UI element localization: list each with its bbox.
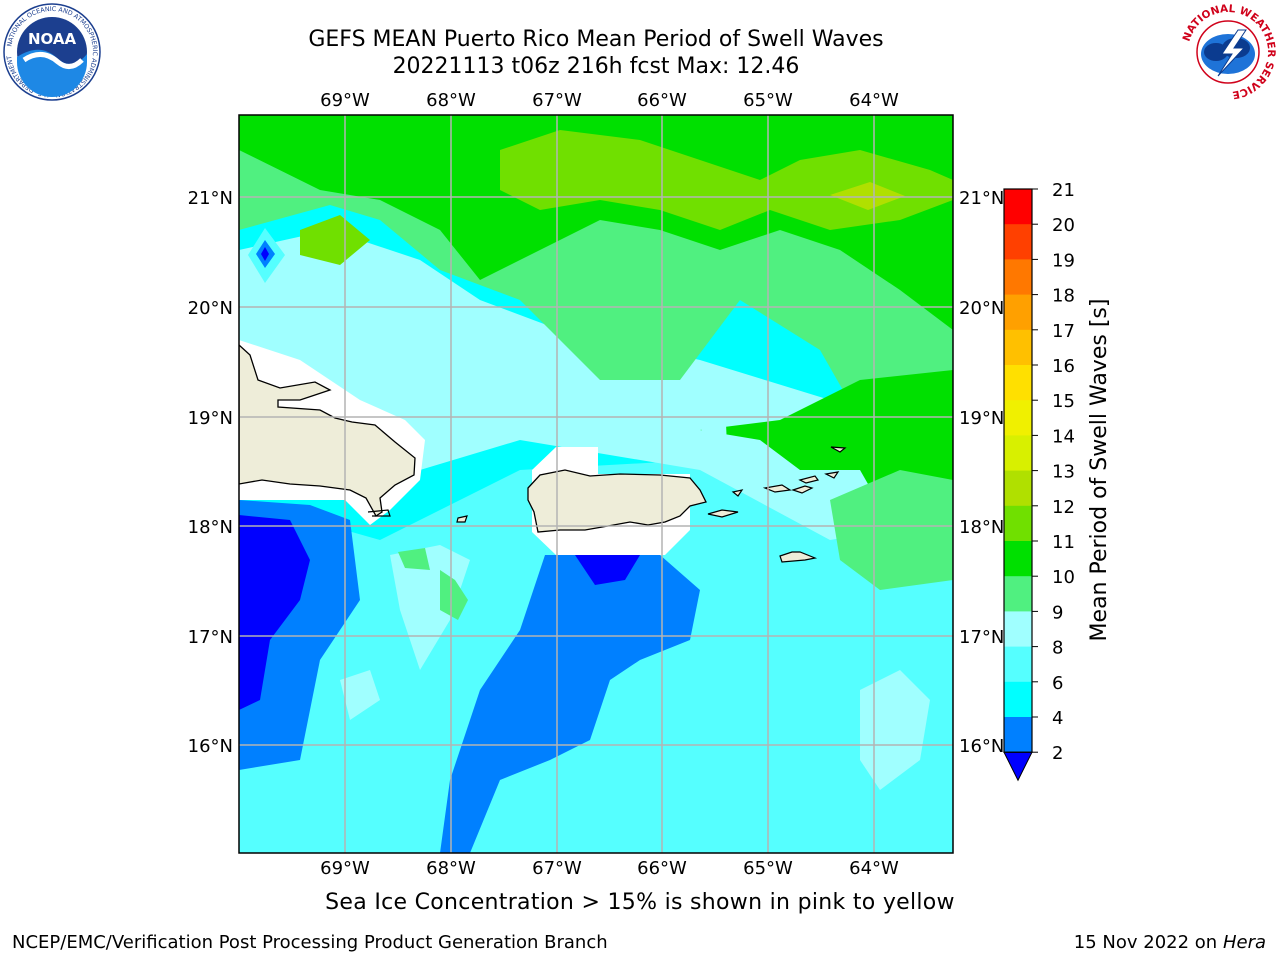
footer-host: Hera [1222,932,1266,953]
colorbar-segment [1004,576,1032,612]
lon-label-bottom: 65°W [743,858,793,879]
colorbar-tick-label: 18 [1052,286,1075,307]
colorbar-segment [1004,294,1032,331]
lon-label-top: 67°W [532,90,582,111]
colorbar-segment [1004,470,1032,507]
lat-label-right: 18°N [959,517,1004,538]
colorbar-tick-label: 11 [1052,532,1075,553]
lat-label-left: 19°N [188,408,233,429]
sea-ice-caption: Sea Ice Concentration > 15% is shown in … [325,890,955,915]
lat-label-left: 16°N [188,736,233,757]
colorbar-tick-label: 8 [1052,638,1063,659]
colorbar-tick-label: 9 [1052,602,1063,623]
colorbar-segment [1004,646,1032,683]
graticule [239,115,953,853]
lat-label-right: 16°N [959,736,1004,757]
footer-credit: NCEP/EMC/Verification Post Processing Pr… [12,932,608,953]
lat-label-right: 17°N [959,627,1004,648]
colorbar-tick-label: 20 [1052,215,1075,236]
lon-label-bottom: 66°W [637,858,687,879]
lon-label-top: 69°W [320,90,370,111]
colorbar-tick-label: 10 [1052,567,1075,588]
colorbar-label: Mean Period of Swell Waves [s] [1087,299,1112,642]
colorbar-segment [1004,611,1032,648]
lon-label-bottom: 69°W [320,858,370,879]
lon-label-top: 65°W [743,90,793,111]
map-subtitle: 20221113 t06z 216h fcst Max: 12.46 [392,54,800,79]
nws-logo: NATIONAL WEATHER SERVICE [1180,3,1277,101]
noaa-wordmark: NOAA [28,30,77,48]
colorbar-tick-label: 2 [1052,743,1063,764]
footer-date-text: 15 Nov 2022 on [1073,932,1218,953]
lon-label-bottom: 68°W [426,858,476,879]
colorbar-segment [1004,400,1032,436]
footer-date: 15 Nov 2022 on Hera [1074,932,1266,953]
colorbar-tick-label: 15 [1052,391,1075,412]
colorbar-tick-label: 19 [1052,250,1075,271]
colorbar-segment [1004,681,1032,718]
colorbar-tick-label: 4 [1052,708,1063,729]
colorbar-tick-label: 14 [1052,426,1075,447]
colorbar-segment [1004,435,1032,472]
map-frame [238,114,954,854]
colorbar-segment [1004,505,1032,542]
colorbar-segment [1004,259,1032,296]
colorbar-tick-label: 17 [1052,321,1075,342]
lat-label-left: 21°N [188,188,233,209]
lat-label-left: 17°N [188,627,233,648]
colorbar-tick-label: 16 [1052,356,1075,377]
noaa-logo: NATIONAL OCEANIC AND ATMOSPHERIC ADMINIS… [2,2,101,101]
colorbar-tick-label: 13 [1052,462,1075,483]
colorbar: 2 4 6 8 9 10 11 12 13 14 15 16 17 18 19 20 21 [1003,180,1075,782]
map-field [239,115,953,853]
colorbar-segment [1004,365,1032,401]
colorbar-extend-triangle [1003,751,1033,782]
lat-label-left: 18°N [188,517,233,538]
colorbar-segment [1004,189,1032,225]
colorbar-tick-label: 12 [1052,497,1075,518]
colorbar-segment [1004,541,1032,577]
colorbar-segment [1004,329,1032,366]
lat-label-left: 20°N [188,298,233,319]
colorbar-tick-label: 6 [1052,673,1063,694]
colorbar-tick-label: 21 [1052,180,1075,201]
lon-label-top: 68°W [426,90,476,111]
lat-label-right: 19°N [959,408,1004,429]
colorbar-segment [1004,224,1032,260]
lon-label-bottom: 67°W [532,858,582,879]
lon-label-bottom: 64°W [849,858,899,879]
colorbar-segment [1004,717,1032,753]
map-title: GEFS MEAN Puerto Rico Mean Period of Swe… [308,27,884,52]
lon-label-top: 64°W [849,90,899,111]
lat-label-right: 20°N [959,298,1004,319]
lat-label-right: 21°N [959,188,1004,209]
lon-label-top: 66°W [637,90,687,111]
